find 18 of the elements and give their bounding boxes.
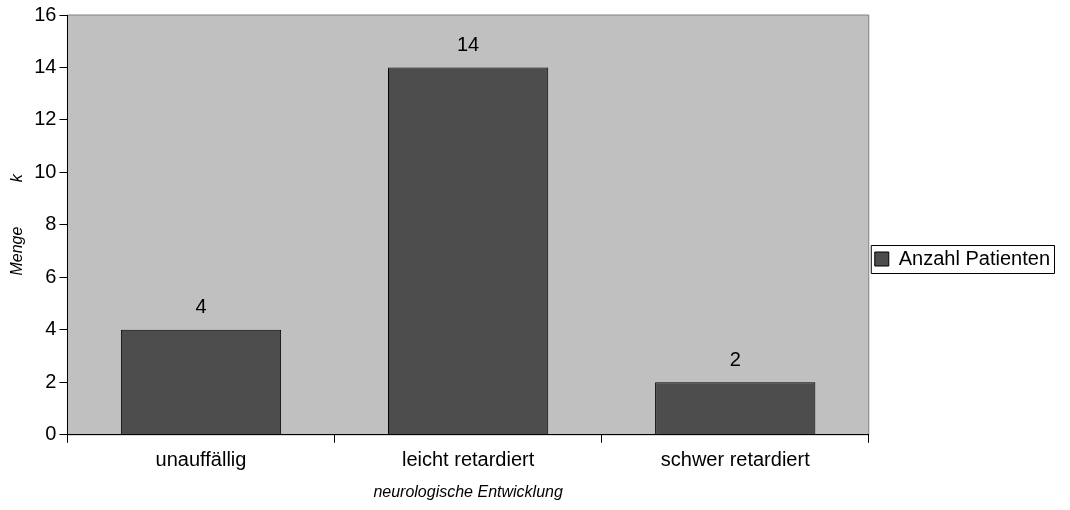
- x-axis-title: neurologische Entwicklung: [373, 482, 563, 500]
- y-tick-label: 14: [34, 54, 57, 77]
- y-axis-title: Menge k: [8, 173, 26, 276]
- x-tick-label: unauffällig: [155, 448, 247, 471]
- y-tick-label: 8: [45, 212, 57, 235]
- y-tick-label: 16: [34, 2, 57, 25]
- y-tick-label: 6: [45, 264, 57, 287]
- y-tick-label: 2: [45, 369, 57, 392]
- data-label: 2: [729, 347, 741, 370]
- data-label: 14: [456, 32, 480, 55]
- y-tick-label: 0: [45, 422, 57, 445]
- y-tick-label: 12: [34, 107, 57, 130]
- y-tick-label: 10: [34, 159, 57, 182]
- x-tick-label: schwer retardiert: [660, 448, 811, 471]
- y-tick-label: 4: [45, 317, 57, 340]
- data-label: 4: [195, 295, 207, 318]
- legend-label: Anzahl Patienten: [898, 246, 1051, 269]
- x-tick-label: leicht retardiert: [401, 448, 535, 471]
